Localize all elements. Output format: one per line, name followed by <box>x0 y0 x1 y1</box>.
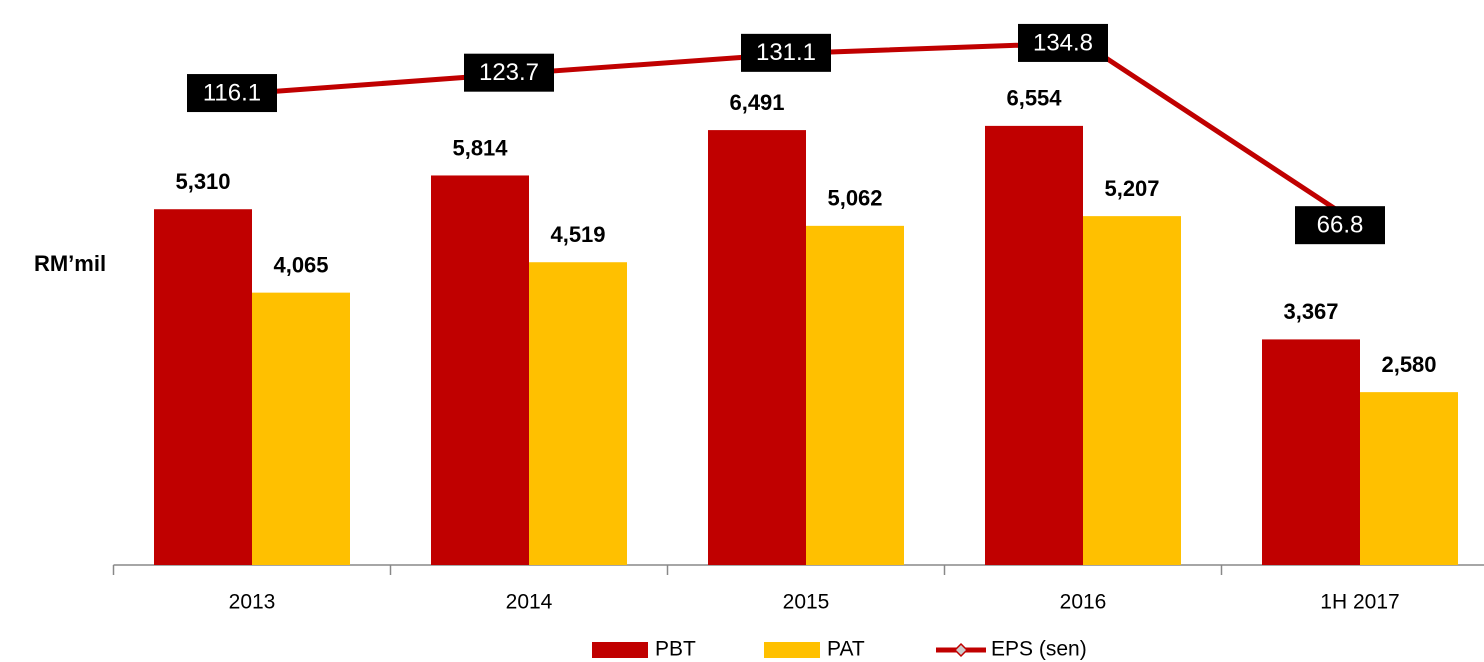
bar <box>252 292 350 565</box>
data-label: 5,062 <box>827 186 882 211</box>
bar <box>1083 216 1181 566</box>
x-tick-label: 1H 2017 <box>1320 591 1399 614</box>
data-label-box <box>187 74 277 113</box>
data-label-box <box>1018 23 1108 62</box>
data-label: 4,065 <box>273 252 328 277</box>
bar <box>708 130 806 565</box>
x-tick-label: 2014 <box>506 591 553 614</box>
data-label-box <box>741 33 831 72</box>
data-label: 4,519 <box>550 222 605 247</box>
legend-label: PBT <box>655 638 696 661</box>
bar <box>154 209 252 566</box>
bar <box>529 262 627 565</box>
bar <box>1360 392 1458 565</box>
bar <box>985 125 1083 565</box>
bar <box>1262 339 1360 565</box>
data-label: 5,814 <box>452 135 508 160</box>
bar <box>431 175 529 565</box>
data-label: 131.1 <box>756 39 816 66</box>
y-axis-label: RM’mil <box>34 251 106 276</box>
data-label: 116.1 <box>203 79 261 106</box>
data-label: 6,554 <box>1006 86 1062 111</box>
data-label: 134.8 <box>1033 29 1093 56</box>
data-label: 5,207 <box>1104 176 1159 201</box>
data-label-box <box>464 53 554 92</box>
data-label: 5,310 <box>175 169 230 194</box>
data-label: 2,580 <box>1381 352 1436 377</box>
data-label: 3,367 <box>1283 299 1338 324</box>
legend-swatch <box>764 642 820 658</box>
legend-marker <box>953 642 969 658</box>
data-label-box <box>1295 206 1385 245</box>
legend-swatch <box>592 642 648 658</box>
x-tick-label: 2016 <box>1060 591 1107 614</box>
data-label: 66.8 <box>1317 212 1364 239</box>
x-tick-label: 2013 <box>229 591 276 614</box>
legend-label: EPS (sen) <box>991 638 1087 661</box>
x-tick-label: 2015 <box>783 591 830 614</box>
data-label: 123.7 <box>479 59 539 86</box>
data-label: 6,491 <box>729 90 784 115</box>
legend-label: PAT <box>827 638 865 661</box>
bar <box>806 225 904 565</box>
